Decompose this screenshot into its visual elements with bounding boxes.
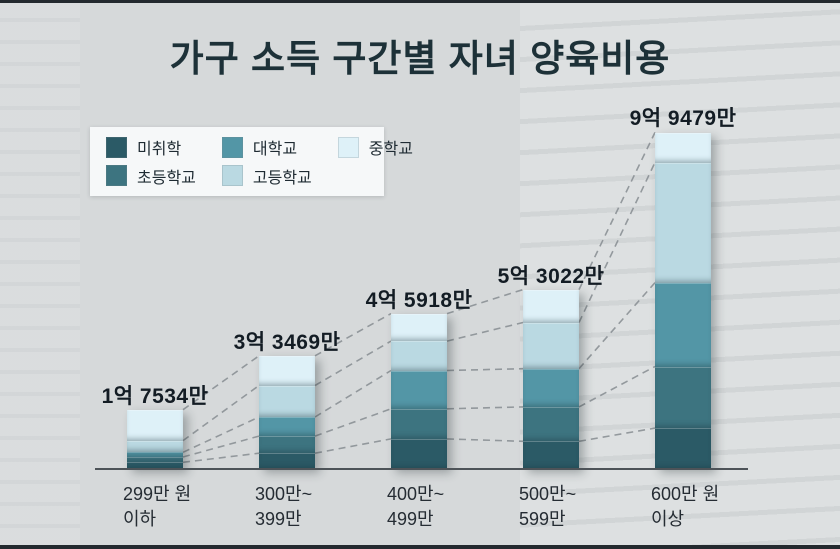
connector-dashed-line	[446, 321, 524, 342]
bar-segment-초등학교	[391, 408, 447, 439]
stacked-bar-1	[127, 409, 183, 469]
bracket-line1: 400만~	[387, 484, 445, 504]
stacked-bar-5	[655, 132, 711, 469]
connector-dashed-line	[578, 427, 656, 443]
connector-dashed-line	[446, 438, 524, 443]
connector-dashed-line	[314, 408, 392, 437]
legend-swatch	[106, 136, 127, 158]
bar-segment-미취학	[523, 441, 579, 469]
bar-segment-대학교	[127, 452, 183, 458]
legend-item-2: 초등학교	[106, 164, 196, 188]
total-cost-label-1: 1억 7534만	[101, 384, 209, 408]
income-bracket-label-2: 300만~ 399만	[255, 482, 365, 532]
income-bracket-label-3: 400만~ 499만	[387, 482, 497, 532]
bar-segment-중학교	[523, 289, 579, 323]
bar-segment-초등학교	[127, 457, 183, 463]
bracket-line2: 이상	[651, 509, 685, 530]
connector-dashed-line	[182, 452, 260, 464]
income-bracket-label-4: 500만~ 599만	[519, 482, 629, 532]
bar-segment-중학교	[127, 409, 183, 441]
legend-swatch	[221, 136, 243, 158]
chart-title: 가구 소득 구간별 자녀 양육비용	[169, 38, 671, 79]
legend-item-4: 고등학교	[221, 164, 312, 188]
bar-segment-초등학교	[655, 366, 711, 429]
bar-segment-고등학교	[655, 162, 711, 283]
legend-item-3: 대학교	[221, 135, 312, 159]
legend-item-1: 미취학	[106, 135, 196, 159]
connector-dashed-line	[578, 365, 656, 408]
bar-segment-초등학교	[523, 407, 579, 442]
total-cost-label-2: 3억 3469만	[233, 330, 341, 354]
connector-dashed-line	[446, 406, 524, 410]
bracket-line1: 300만~	[255, 484, 313, 504]
bar-segment-중학교	[655, 132, 711, 163]
legend-swatch	[106, 165, 127, 187]
bar-segment-중학교	[259, 355, 315, 386]
legend-swatch	[337, 136, 359, 158]
total-cost-label-3: 4억 5918만	[365, 288, 473, 312]
bar-segment-대학교	[523, 368, 579, 408]
bar-segment-중학교	[391, 313, 447, 342]
legend-item-5: 중학교	[337, 135, 413, 159]
bracket-line2: 399만	[255, 509, 302, 530]
x-axis-line	[95, 468, 748, 470]
stacked-bar-2	[259, 355, 315, 469]
bar-segment-고등학교	[391, 341, 447, 371]
legend-label: 중학교	[368, 141, 413, 159]
legend-swatch	[221, 165, 243, 187]
connector-dashed-line	[578, 282, 656, 370]
bar-segment-미취학	[259, 453, 315, 469]
stacked-bar-4	[523, 289, 579, 469]
faded-building-photo-left	[0, 0, 80, 549]
bottom-frame-strip	[0, 545, 840, 549]
connector-dashed-line	[314, 369, 392, 418]
bracket-line1: 299만 원	[123, 484, 192, 504]
top-frame-strip	[0, 0, 840, 3]
connector-dashed-line	[182, 416, 260, 454]
bracket-line2: 499만	[387, 509, 434, 530]
total-cost-label-4: 5억 3022만	[497, 264, 605, 288]
bar-segment-대학교	[259, 417, 315, 437]
bar-segment-미취학	[127, 462, 183, 469]
connector-dashed-line	[182, 435, 260, 458]
connector-dashed-line	[578, 162, 656, 323]
bar-segment-고등학교	[127, 440, 183, 453]
bar-segment-초등학교	[259, 436, 315, 454]
bracket-line2: 이하	[123, 509, 157, 530]
bar-segment-대학교	[391, 370, 447, 409]
bar-segment-고등학교	[259, 385, 315, 418]
bar-segment-미취학	[391, 438, 447, 469]
legend-label: 초등학교	[137, 169, 196, 187]
bracket-line1: 600만 원	[651, 484, 720, 504]
bar-segment-고등학교	[523, 322, 579, 369]
stacked-bar-3	[391, 313, 447, 469]
legend-label: 고등학교	[252, 169, 312, 187]
bar-segment-미취학	[655, 428, 711, 469]
connector-dashed-line	[446, 367, 524, 372]
legend-label: 대학교	[252, 141, 298, 159]
total-cost-label-5: 9억 9479만	[629, 107, 737, 131]
bar-segment-대학교	[655, 282, 711, 367]
connector-dashed-line	[314, 438, 392, 454]
bracket-line1: 500만~	[519, 484, 577, 504]
legend-label: 미취학	[137, 141, 182, 159]
bracket-line2: 599만	[519, 509, 566, 530]
